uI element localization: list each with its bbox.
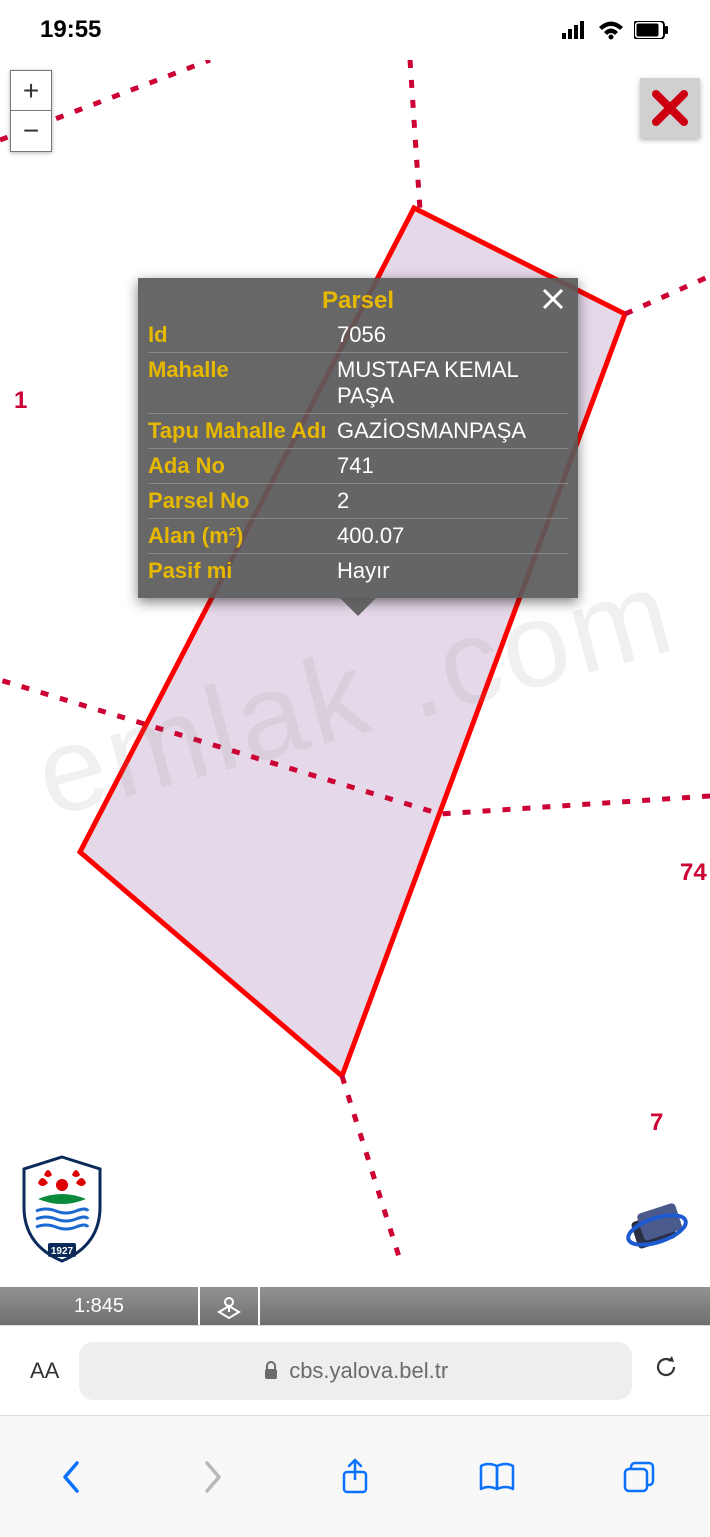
popup-key: Ada No (148, 453, 337, 479)
reader-aa-button[interactable]: AA (20, 1358, 69, 1384)
parcel-info-popup: Parsel Id7056MahalleMUSTAFA KEMAL PAŞATa… (138, 278, 578, 598)
parcel-label-74: 74 (680, 859, 707, 886)
layers-button[interactable] (200, 1287, 260, 1325)
popup-value: 2 (337, 488, 568, 514)
cellular-icon (562, 21, 588, 39)
scale-bar: 1:845 (0, 1287, 710, 1325)
popup-key: Pasif mi (148, 558, 337, 584)
back-button[interactable] (49, 1455, 93, 1499)
boundary-line (625, 276, 710, 314)
close-icon (650, 88, 690, 128)
zoom-out-button[interactable]: − (11, 111, 51, 151)
reload-button[interactable] (642, 1353, 690, 1388)
popup-row: Parsel No2 (148, 483, 568, 518)
share-icon (340, 1458, 370, 1496)
parcel-label-7: 7 (650, 1109, 663, 1136)
popup-value: MUSTAFA KEMAL PAŞA (337, 357, 568, 409)
url-field[interactable]: cbs.yalova.bel.tr (79, 1342, 632, 1400)
map-pin-icon (215, 1292, 243, 1320)
popup-key: Mahalle (148, 357, 337, 409)
parcel-label-1: 1 (14, 387, 27, 414)
svg-text:1927: 1927 (51, 1246, 74, 1257)
share-button[interactable] (333, 1455, 377, 1499)
zoom-in-button[interactable]: + (11, 71, 51, 111)
map-viewport[interactable]: + − 1 74 7 Parsel Id7056MahalleMUSTAFA K… (0, 60, 710, 1325)
browser-toolbar (0, 1415, 710, 1537)
popup-title: Parsel (322, 287, 394, 315)
url-text: cbs.yalova.bel.tr (289, 1358, 448, 1384)
popup-row: MahalleMUSTAFA KEMAL PAŞA (148, 352, 568, 413)
bookmarks-button[interactable] (475, 1455, 519, 1499)
close-icon (542, 288, 564, 310)
zoom-controls: + − (10, 70, 52, 152)
status-time: 19:55 (40, 16, 101, 44)
tabs-icon (622, 1460, 656, 1494)
popup-value: 741 (337, 453, 568, 479)
status-bar: 19:55 (0, 0, 710, 60)
battery-icon (634, 21, 670, 39)
popup-value: GAZİOSMANPAŞA (337, 418, 568, 444)
popup-value: 400.07 (337, 523, 568, 549)
popup-row: Ada No741 (148, 448, 568, 483)
popup-value: Hayır (337, 558, 568, 584)
wifi-icon (598, 20, 624, 40)
map-canvas: 1 74 7 (0, 60, 710, 1325)
popup-row: Tapu Mahalle AdıGAZİOSMANPAŞA (148, 413, 568, 448)
forward-button[interactable] (191, 1455, 235, 1499)
popup-key: Tapu Mahalle Adı (148, 418, 337, 444)
popup-close-button[interactable] (538, 284, 568, 314)
lock-icon (263, 1361, 279, 1381)
tabs-button[interactable] (617, 1455, 661, 1499)
close-panel-button[interactable] (640, 78, 700, 138)
popup-key: Id (148, 322, 337, 348)
popup-key: Parsel No (148, 488, 337, 514)
browser-address-bar: AA cbs.yalova.bel.tr (0, 1325, 710, 1415)
boundary-line (342, 1076, 400, 1260)
popup-key: Alan (m²) (148, 523, 337, 549)
popup-row: Pasif miHayır (148, 553, 568, 588)
popup-arrow (340, 598, 376, 616)
chevron-right-icon (201, 1459, 225, 1495)
municipality-logo: 1927 (18, 1155, 106, 1265)
book-icon (478, 1462, 516, 1492)
scale-ratio: 1:845 (0, 1287, 200, 1325)
provider-logo (622, 1195, 692, 1265)
reload-icon (652, 1353, 680, 1381)
chevron-left-icon (59, 1459, 83, 1495)
boundary-line (410, 60, 420, 210)
popup-row: Alan (m²)400.07 (148, 518, 568, 553)
status-indicators (562, 20, 670, 40)
popup-value: 7056 (337, 322, 568, 348)
popup-row: Id7056 (148, 318, 568, 352)
